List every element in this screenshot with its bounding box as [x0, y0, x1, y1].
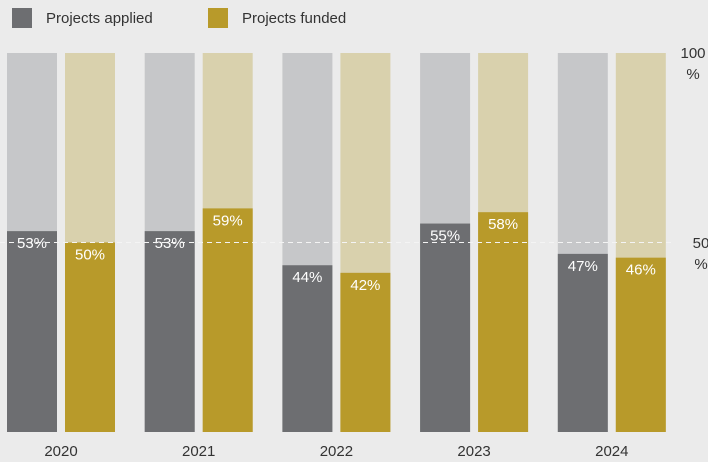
x-tick-label: 2022	[320, 443, 353, 460]
value-label: 53%	[155, 235, 185, 252]
bar	[144, 231, 195, 432]
bar	[420, 223, 471, 432]
value-label: 55%	[430, 228, 460, 245]
bar	[340, 272, 391, 432]
value-label: 42%	[350, 277, 380, 294]
value-label: 47%	[568, 258, 598, 275]
legend-label: Projects applied	[46, 10, 153, 27]
bar	[7, 231, 57, 432]
legend-swatch	[208, 8, 228, 28]
x-tick-label: 2023	[457, 443, 490, 460]
legend-label: Projects funded	[242, 10, 346, 27]
bar	[202, 208, 253, 432]
bar	[282, 265, 333, 432]
value-label: 50%	[75, 246, 105, 263]
bar	[615, 257, 666, 432]
bar	[478, 212, 529, 432]
value-label: 44%	[292, 269, 322, 286]
value-label: 53%	[17, 235, 47, 252]
x-tick-label: 2020	[44, 443, 77, 460]
bar	[65, 242, 115, 432]
value-label: 46%	[626, 262, 656, 279]
y-tick-label: 100%	[680, 45, 706, 83]
x-tick-label: 2024	[595, 443, 628, 460]
value-label: 59%	[213, 212, 243, 229]
x-tick-label: 2021	[182, 443, 215, 460]
y-tick-label: 50%	[692, 234, 708, 273]
bar	[557, 253, 608, 432]
value-label: 58%	[488, 216, 518, 233]
legend-swatch	[12, 8, 32, 28]
